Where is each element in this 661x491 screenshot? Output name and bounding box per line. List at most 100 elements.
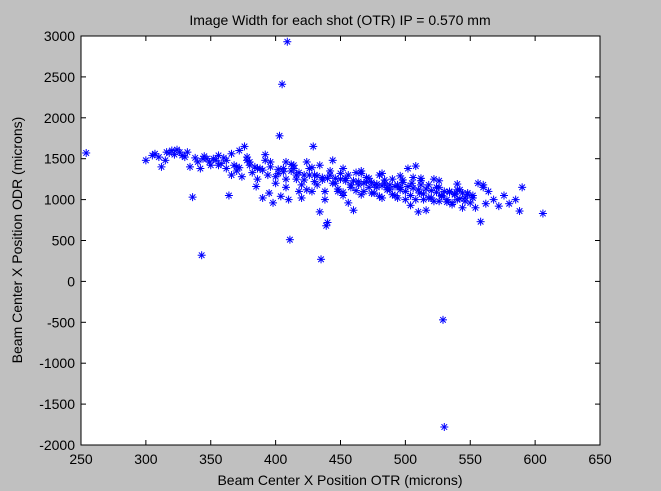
axis-ticks	[80, 35, 601, 446]
data-point	[198, 154, 207, 163]
data-point	[388, 190, 397, 199]
data-point	[505, 199, 514, 208]
data-point	[489, 195, 498, 204]
data-point	[461, 197, 470, 206]
data-point	[302, 157, 311, 166]
y-tick-label: -1500	[39, 396, 75, 412]
data-point	[398, 178, 407, 187]
data-point	[414, 207, 423, 216]
data-point	[237, 172, 246, 181]
data-point	[285, 235, 294, 244]
data-point	[253, 164, 262, 173]
data-point	[253, 175, 262, 184]
data-point	[401, 195, 410, 204]
data-point	[424, 180, 433, 189]
x-tick-label: 450	[329, 451, 353, 467]
x-tick-label: 400	[264, 451, 288, 467]
y-tick-label: 2000	[44, 110, 75, 126]
data-point	[197, 251, 206, 260]
data-point	[323, 218, 332, 227]
chart-title: Image Width for each shot (OTR) IP = 0.5…	[189, 12, 490, 28]
data-point	[453, 180, 462, 189]
data-point	[297, 193, 306, 202]
data-point	[309, 142, 318, 151]
data-point	[511, 195, 520, 204]
data-point	[235, 146, 244, 155]
data-point	[279, 167, 288, 176]
data-point	[468, 191, 477, 200]
data-point	[440, 187, 449, 196]
data-point	[161, 156, 170, 165]
axis-tick-labels: 250 300 350 400 450 500 550 600 650 -2000 -1500 -10…	[39, 28, 612, 467]
data-point	[349, 206, 358, 215]
data-point	[357, 166, 366, 175]
data-point	[326, 166, 335, 175]
y-axis-label: Beam Center X Position ODR (microns)	[9, 117, 25, 364]
data-point	[383, 185, 392, 194]
data-point	[287, 166, 296, 175]
data-point	[518, 183, 527, 192]
data-point	[328, 156, 337, 165]
data-point	[323, 174, 332, 183]
y-tick-label: 1000	[44, 192, 75, 208]
x-tick-label: 550	[459, 451, 483, 467]
data-point	[289, 161, 298, 170]
data-point	[315, 161, 324, 170]
data-point	[284, 195, 293, 204]
data-point	[435, 176, 444, 185]
data-points	[82, 37, 547, 432]
data-point	[448, 198, 457, 207]
data-point	[354, 177, 363, 186]
data-point	[499, 191, 508, 200]
data-point	[344, 198, 353, 207]
data-point	[476, 217, 485, 226]
data-point	[297, 180, 306, 189]
data-point	[315, 207, 324, 216]
data-point	[375, 192, 384, 201]
data-point	[471, 203, 480, 212]
data-point	[248, 168, 257, 177]
data-point	[406, 201, 415, 210]
data-point	[463, 190, 472, 199]
y-tick-label: 500	[52, 233, 76, 249]
plot-area	[80, 35, 601, 446]
data-point	[422, 206, 431, 215]
data-point	[318, 173, 327, 182]
data-point	[450, 189, 459, 198]
data-point	[445, 188, 454, 197]
data-point	[196, 164, 205, 173]
data-point	[352, 186, 361, 195]
data-point	[240, 142, 249, 151]
data-point	[393, 193, 402, 202]
data-point	[419, 189, 428, 198]
data-point	[252, 182, 261, 191]
data-point	[390, 182, 399, 191]
data-point	[278, 80, 287, 89]
data-point	[227, 171, 236, 180]
data-point	[269, 198, 278, 207]
data-point	[401, 187, 410, 196]
data-point	[479, 183, 488, 192]
y-tick-label: 2500	[44, 69, 75, 85]
data-point	[162, 148, 171, 157]
x-axis-label: Beam Center X Position OTR (microns)	[217, 472, 462, 488]
data-point	[409, 184, 418, 193]
x-tick-label: 600	[523, 451, 547, 467]
data-point	[188, 193, 197, 202]
data-point	[235, 163, 244, 172]
data-point	[307, 187, 316, 196]
data-point	[336, 175, 345, 184]
data-point	[484, 187, 493, 196]
data-point	[339, 164, 348, 173]
data-point	[411, 195, 420, 204]
data-point	[416, 174, 425, 183]
data-point	[362, 173, 371, 182]
data-point	[357, 190, 366, 199]
data-point	[538, 209, 547, 218]
data-point	[224, 191, 233, 200]
x-tick-label: 300	[134, 451, 158, 467]
data-point	[307, 163, 316, 172]
y-tick-label: -500	[47, 314, 75, 330]
data-point	[185, 162, 194, 171]
y-tick-label: 3000	[44, 28, 75, 44]
